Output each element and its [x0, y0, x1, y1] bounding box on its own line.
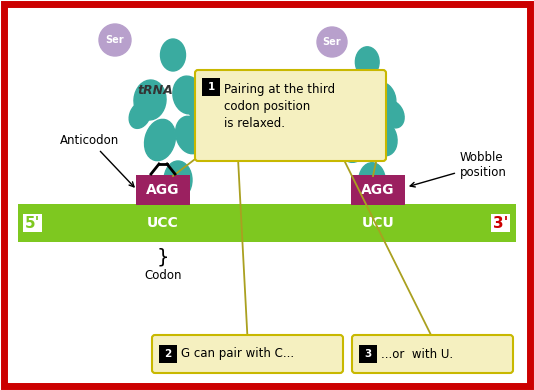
Ellipse shape [134, 80, 166, 120]
Ellipse shape [173, 76, 203, 114]
Text: ...or  with U.: ...or with U. [381, 347, 453, 360]
Text: G can pair with C...: G can pair with C... [181, 347, 294, 360]
FancyBboxPatch shape [359, 345, 377, 363]
Text: Anticodon: Anticodon [60, 133, 134, 187]
FancyBboxPatch shape [202, 78, 220, 96]
Ellipse shape [340, 123, 370, 162]
Text: 3: 3 [364, 349, 372, 359]
Circle shape [317, 27, 347, 57]
Ellipse shape [326, 106, 346, 132]
Ellipse shape [355, 47, 379, 77]
Text: }: } [157, 247, 169, 266]
Text: 3': 3' [493, 216, 508, 230]
Ellipse shape [164, 161, 192, 199]
Text: 5': 5' [25, 216, 41, 230]
Ellipse shape [129, 102, 151, 128]
FancyBboxPatch shape [18, 204, 516, 242]
Text: AGG: AGG [146, 183, 180, 197]
Text: 2: 2 [164, 349, 171, 359]
FancyBboxPatch shape [136, 175, 190, 205]
Circle shape [99, 24, 131, 56]
Text: Ser: Ser [106, 35, 124, 45]
Ellipse shape [161, 39, 185, 71]
Ellipse shape [359, 163, 386, 199]
Ellipse shape [367, 82, 396, 118]
Ellipse shape [330, 86, 360, 124]
FancyBboxPatch shape [152, 335, 343, 373]
Text: Wobble
position: Wobble position [410, 151, 507, 187]
Text: tRNA: tRNA [137, 83, 173, 96]
FancyBboxPatch shape [351, 175, 405, 205]
Text: AGG: AGG [361, 183, 395, 197]
Text: UCU: UCU [362, 216, 395, 230]
FancyBboxPatch shape [159, 345, 177, 363]
Ellipse shape [370, 120, 397, 156]
Text: Codon: Codon [144, 269, 182, 282]
Text: Pairing at the third
codon position
is relaxed.: Pairing at the third codon position is r… [224, 83, 335, 130]
Text: Ser: Ser [323, 37, 341, 47]
Text: UCC: UCC [147, 216, 179, 230]
FancyBboxPatch shape [195, 70, 386, 161]
Text: 1: 1 [207, 82, 215, 92]
FancyBboxPatch shape [352, 335, 513, 373]
Ellipse shape [382, 101, 404, 128]
Ellipse shape [145, 119, 176, 161]
Ellipse shape [176, 116, 205, 154]
Ellipse shape [188, 96, 212, 124]
